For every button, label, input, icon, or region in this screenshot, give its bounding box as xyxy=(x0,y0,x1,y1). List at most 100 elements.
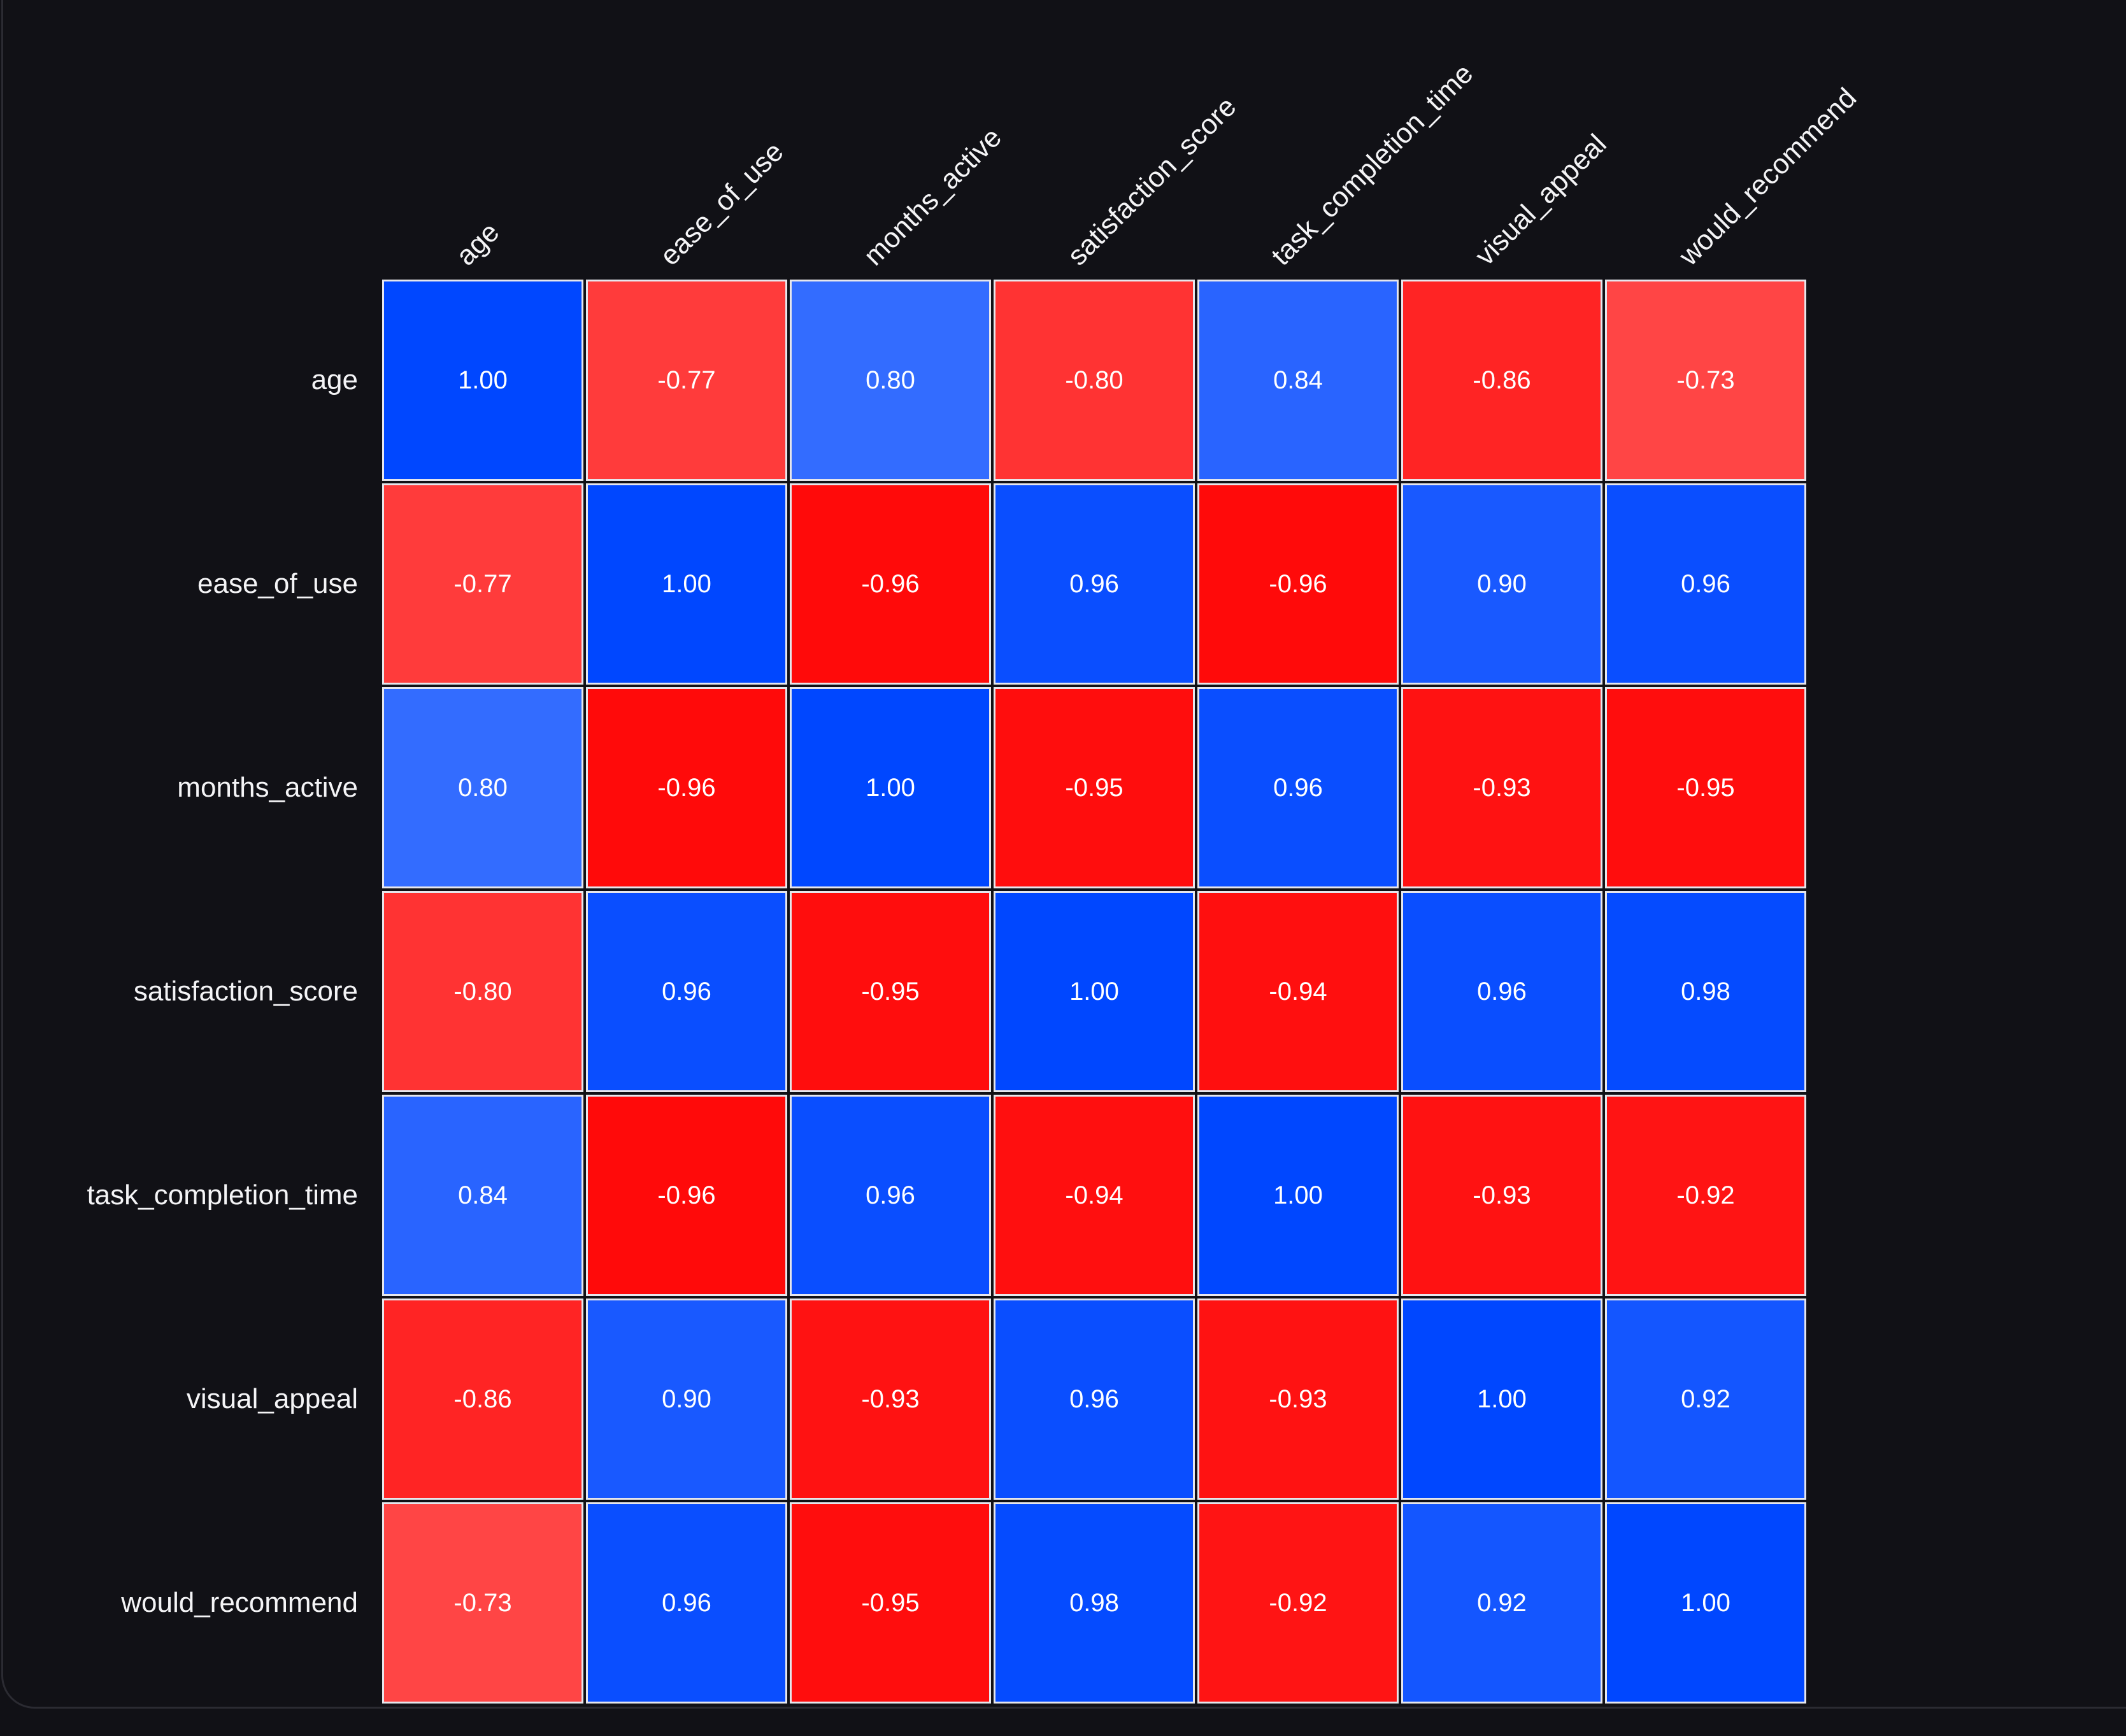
cell-value: -0.92 xyxy=(1269,1589,1327,1617)
heatmap-cell: 0.96 xyxy=(1401,891,1602,1092)
cell-value: 0.96 xyxy=(1069,1385,1119,1413)
column-label: ease_of_use xyxy=(653,136,790,272)
heatmap-cell: -0.93 xyxy=(1197,1298,1399,1500)
heatmap-cell: 1.00 xyxy=(994,891,1195,1092)
heatmap-cell: 0.98 xyxy=(994,1502,1195,1704)
heatmap-cell: -0.77 xyxy=(586,280,787,481)
cell-value: 1.00 xyxy=(458,366,508,394)
heatmap-cell: 1.00 xyxy=(1401,1298,1602,1500)
cell-value: -0.73 xyxy=(453,1589,512,1617)
heatmap-cell: -0.73 xyxy=(382,1502,583,1704)
heatmap-cell: -0.93 xyxy=(790,1298,991,1500)
cell-value: -0.73 xyxy=(1676,366,1735,394)
heatmap-cell: 0.96 xyxy=(790,1095,991,1296)
column-label: months_active xyxy=(857,122,1008,272)
cell-value: 0.92 xyxy=(1477,1589,1527,1617)
cell-value: 0.96 xyxy=(662,1589,711,1617)
heatmap-cell: 0.90 xyxy=(586,1298,787,1500)
cell-value: 0.98 xyxy=(1681,978,1730,1006)
cell-value: 0.92 xyxy=(1681,1385,1730,1413)
cell-value: 0.96 xyxy=(1477,978,1527,1006)
column-label: visual_appeal xyxy=(1469,128,1613,272)
cell-value: 0.84 xyxy=(458,1181,508,1209)
heatmap-cell: 1.00 xyxy=(586,483,787,685)
cell-value: -0.77 xyxy=(657,366,716,394)
heatmap-cell: -0.95 xyxy=(790,1502,991,1704)
cell-value: -0.94 xyxy=(1269,978,1327,1006)
cell-value: 1.00 xyxy=(1069,978,1119,1006)
heatmap-cell: -0.96 xyxy=(586,687,787,888)
row-label: age xyxy=(311,364,358,395)
heatmap-cell: 0.96 xyxy=(586,891,787,1092)
heatmap-cell: -0.92 xyxy=(1197,1502,1399,1704)
row-label: would_recommend xyxy=(121,1587,358,1618)
heatmap-cell: -0.80 xyxy=(994,280,1195,481)
heatmap-cell: 0.92 xyxy=(1605,1298,1806,1500)
heatmap-cell: -0.93 xyxy=(1401,687,1602,888)
heatmap-cell: -0.96 xyxy=(790,483,991,685)
row-label: months_active xyxy=(177,772,358,803)
cell-value: -0.92 xyxy=(1676,1181,1735,1209)
heatmap-cell: 1.00 xyxy=(790,687,991,888)
heatmap-cell: 1.00 xyxy=(382,280,583,481)
heatmap-cell: -0.93 xyxy=(1401,1095,1602,1296)
heatmap-cell: -0.77 xyxy=(382,483,583,685)
heatmap-cell: 0.96 xyxy=(994,1298,1195,1500)
heatmap-cell: -0.95 xyxy=(790,891,991,1092)
cell-value: 0.90 xyxy=(1477,570,1527,598)
cell-value: 0.96 xyxy=(1273,774,1323,802)
row-label: task_completion_time xyxy=(87,1179,358,1211)
cell-value: -0.95 xyxy=(861,1589,920,1617)
cell-value: 0.96 xyxy=(1681,570,1730,598)
heatmap-cell: -0.96 xyxy=(1197,483,1399,685)
heatmap-cell: -0.92 xyxy=(1605,1095,1806,1296)
cell-value: 1.00 xyxy=(662,570,711,598)
heatmap-cell: 0.96 xyxy=(1197,687,1399,888)
heatmap-cell: 1.00 xyxy=(1197,1095,1399,1296)
cell-value: -0.80 xyxy=(1065,366,1124,394)
heatmap-cell: 0.98 xyxy=(1605,891,1806,1092)
cell-value: -0.95 xyxy=(1676,774,1735,802)
heatmap-cell: -0.94 xyxy=(1197,891,1399,1092)
cell-value: 0.96 xyxy=(1069,570,1119,598)
column-label: satisfaction_score xyxy=(1061,90,1243,272)
heatmap-cell: 0.80 xyxy=(790,280,991,481)
cell-value: 0.80 xyxy=(866,366,915,394)
cell-value: -0.96 xyxy=(657,1181,716,1209)
heatmap-cell: -0.95 xyxy=(994,687,1195,888)
heatmap-cell: 0.96 xyxy=(994,483,1195,685)
cell-value: -0.96 xyxy=(861,570,920,598)
heatmap-cell: -0.86 xyxy=(382,1298,583,1500)
cell-value: 0.96 xyxy=(662,978,711,1006)
heatmap-cell: 1.00 xyxy=(1605,1502,1806,1704)
column-label: age xyxy=(450,216,506,272)
cell-value: -0.95 xyxy=(861,978,920,1006)
column-label: would_recommend xyxy=(1673,82,1863,272)
row-label: satisfaction_score xyxy=(133,976,358,1007)
cell-value: -0.93 xyxy=(861,1385,920,1413)
heatmap-cell: -0.95 xyxy=(1605,687,1806,888)
heatmap-cell: -0.73 xyxy=(1605,280,1806,481)
cell-value: -0.96 xyxy=(1269,570,1327,598)
heatmap-cell: 0.90 xyxy=(1401,483,1602,685)
cell-value: 1.00 xyxy=(1273,1181,1323,1209)
heatmap-cell: 0.84 xyxy=(1197,280,1399,481)
heatmap-cell: -0.94 xyxy=(994,1095,1195,1296)
heatmap-cell: 0.96 xyxy=(1605,483,1806,685)
heatmap-cell: 0.80 xyxy=(382,687,583,888)
cell-value: 0.84 xyxy=(1273,366,1323,394)
cell-value: -0.95 xyxy=(1065,774,1124,802)
heatmap-cell: -0.96 xyxy=(586,1095,787,1296)
heatmap-cell: 0.84 xyxy=(382,1095,583,1296)
heatmap-cell: 0.92 xyxy=(1401,1502,1602,1704)
cell-value: 1.00 xyxy=(1681,1589,1730,1617)
cell-value: 0.98 xyxy=(1069,1589,1119,1617)
cell-value: -0.86 xyxy=(453,1385,512,1413)
cell-value: -0.96 xyxy=(657,774,716,802)
cell-value: 0.80 xyxy=(458,774,508,802)
row-label: visual_appeal xyxy=(186,1383,358,1414)
cell-value: 1.00 xyxy=(866,774,915,802)
cell-value: -0.93 xyxy=(1473,1181,1531,1209)
cell-value: -0.93 xyxy=(1269,1385,1327,1413)
